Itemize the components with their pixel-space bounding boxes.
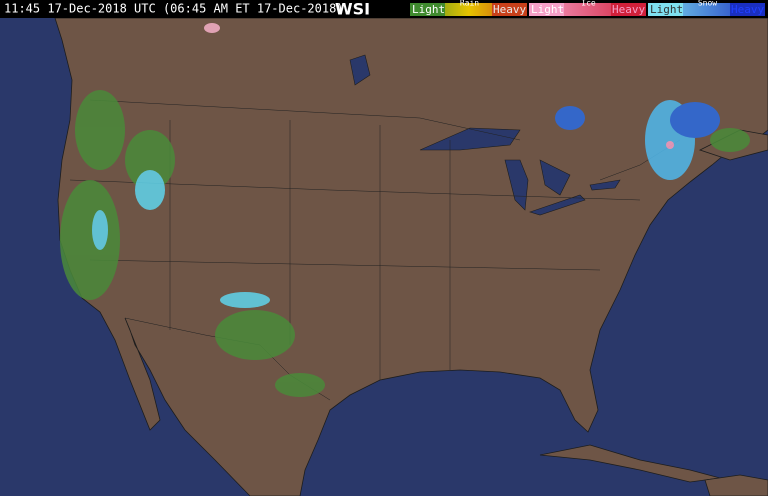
lake-superior xyxy=(419,127,521,151)
rain-area xyxy=(275,373,325,397)
ice-area xyxy=(204,23,220,33)
ice-area xyxy=(666,141,674,149)
legend-light-box xyxy=(648,3,683,16)
lake-erie xyxy=(529,194,586,216)
legend-light-label: Light xyxy=(412,3,445,16)
legend-light-label: Light xyxy=(650,3,683,16)
lake-winnipeg xyxy=(349,54,371,86)
rain-area xyxy=(710,128,750,152)
rain-area xyxy=(75,90,125,170)
state-lines xyxy=(69,120,641,380)
legend-category: Rain xyxy=(460,0,479,8)
legend: Light Heavy Rain Light Heavy Ice Light Heavy Sno… xyxy=(410,0,765,16)
lake-ontario xyxy=(589,179,621,191)
lake-huron xyxy=(539,159,571,196)
hispaniola xyxy=(704,474,768,496)
legend-heavy-box xyxy=(730,3,765,16)
legend-light-label: Light xyxy=(531,3,564,16)
rain-area xyxy=(60,180,120,300)
legend-light-box xyxy=(529,3,564,16)
snow-area xyxy=(135,170,165,210)
legend-heavy-label: Heavy xyxy=(493,3,526,16)
legend-light-box xyxy=(410,3,445,16)
land xyxy=(54,17,768,496)
snow-area xyxy=(220,292,270,308)
snow-heavy-area xyxy=(670,102,720,138)
great-lakes xyxy=(349,54,621,216)
legend-category: Snow xyxy=(698,0,717,8)
rain-area xyxy=(125,130,175,190)
legend-heavy-label: Heavy xyxy=(731,3,764,16)
snow-area xyxy=(92,210,108,250)
logo: WSI xyxy=(335,0,370,19)
legend-heavy-box xyxy=(492,3,527,16)
lake-michigan xyxy=(504,159,529,211)
timestamp: 11:45 17-Dec-2018 UTC (06:45 AM ET 17-De… xyxy=(4,2,344,16)
legend-category: Ice xyxy=(581,0,596,8)
snow-heavy-area xyxy=(555,106,585,130)
rain-area xyxy=(215,310,295,360)
precipitation xyxy=(60,23,750,397)
legend-heavy-label: Heavy xyxy=(612,3,645,16)
us-canada-border xyxy=(89,99,521,141)
legend-heavy-box xyxy=(611,3,646,16)
